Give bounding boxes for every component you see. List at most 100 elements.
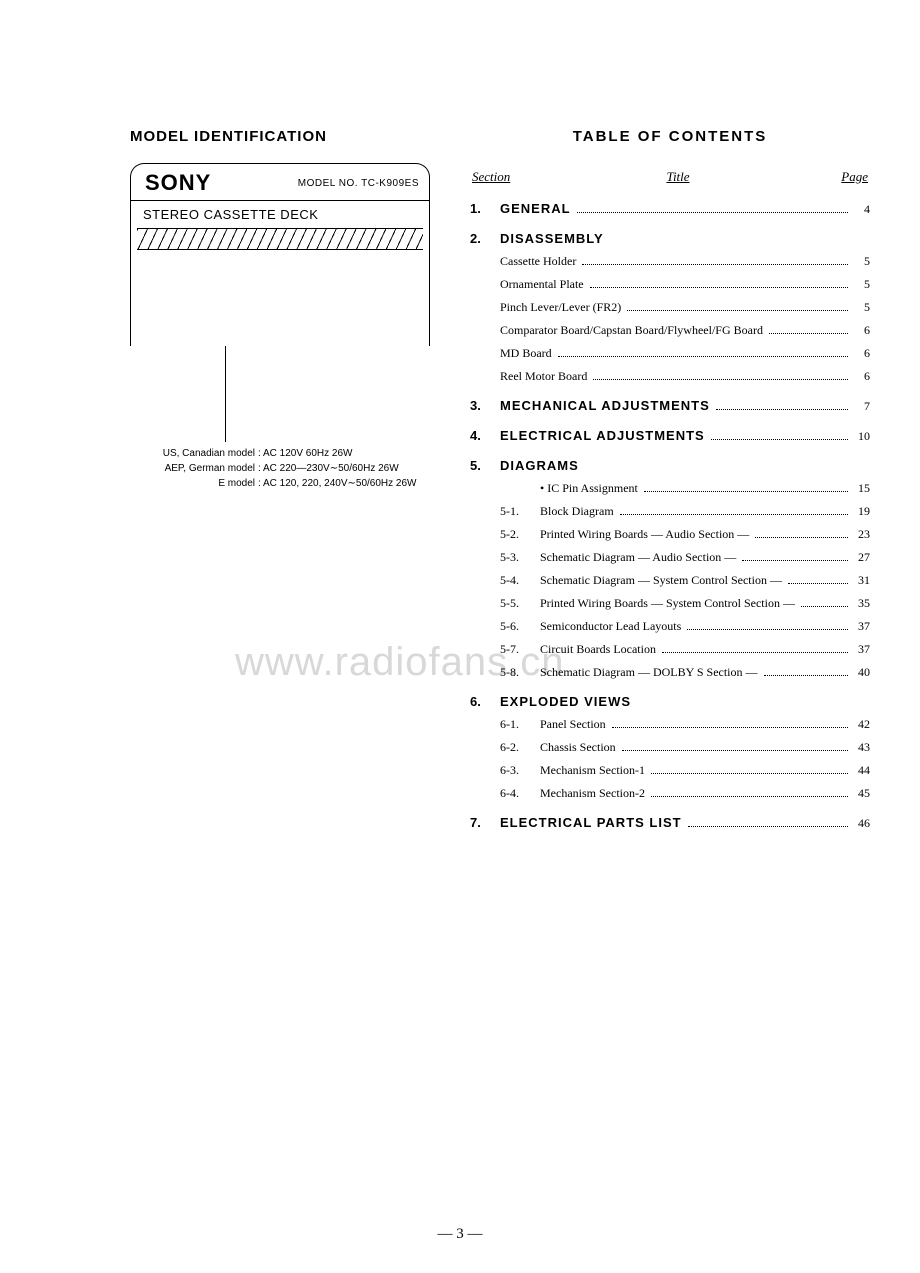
toc-body: 1.GENERAL42.DISASSEMBLYCassette Holder5O… xyxy=(470,201,870,831)
item-page: 44 xyxy=(852,763,870,778)
toc-section-row: 3.MECHANICAL ADJUSTMENTS7 xyxy=(470,398,870,414)
item-subnumber: 6-1. xyxy=(500,717,540,732)
toc-item-row: MD Board6 xyxy=(470,346,870,361)
item-subnumber: 6-4. xyxy=(500,786,540,801)
dot-leader xyxy=(622,750,848,751)
item-title: Mechanism Section-1 xyxy=(540,763,645,778)
toc-item-row: 5-2.Printed Wiring Boards — Audio Sectio… xyxy=(470,527,870,542)
dot-leader xyxy=(662,652,848,653)
section-title: DIAGRAMS xyxy=(500,458,579,473)
item-subnumber: 6-2. xyxy=(500,740,540,755)
hatched-strip xyxy=(137,228,423,250)
dot-leader xyxy=(582,264,848,265)
toc-section-row: 1.GENERAL4 xyxy=(470,201,870,217)
dot-leader xyxy=(644,491,848,492)
item-subnumber: 5-7. xyxy=(500,642,540,657)
section-number: 3. xyxy=(470,398,500,413)
page-number: — 3 — xyxy=(0,1226,920,1243)
toc-item-row: 5-8.Schematic Diagram — DOLBY S Section … xyxy=(470,665,870,680)
item-page: 5 xyxy=(852,300,870,315)
dot-leader xyxy=(716,409,848,410)
item-subnumber: 6-3. xyxy=(500,763,540,778)
toc-item-row: Pinch Lever/Lever (FR2) 5 xyxy=(470,300,870,315)
item-title: Mechanism Section-2 xyxy=(540,786,645,801)
dot-leader xyxy=(593,379,848,380)
section-number: 7. xyxy=(470,815,500,830)
item-page: 23 xyxy=(852,527,870,542)
section-page: 10 xyxy=(852,429,870,444)
dot-leader xyxy=(801,606,848,607)
item-title: Comparator Board/Capstan Board/Flywheel/… xyxy=(500,323,763,338)
section-number: 6. xyxy=(470,694,500,709)
model-specs: US, Canadian model: AC 120V 60Hz 26WAEP,… xyxy=(138,446,416,491)
sony-logo: SONY xyxy=(145,170,211,196)
section-page: 4 xyxy=(852,202,870,217)
section-number: 4. xyxy=(470,428,500,443)
toc-header-title: Title xyxy=(528,169,828,185)
item-page: 5 xyxy=(852,277,870,292)
toc-item-row: 5-6.Semiconductor Lead Layouts37 xyxy=(470,619,870,634)
spec-value: : AC 120V 60Hz 26W xyxy=(258,446,353,461)
dot-leader xyxy=(651,796,848,797)
spec-value: : AC 120, 220, 240V∼50/60Hz 26W xyxy=(258,476,416,491)
item-page: 43 xyxy=(852,740,870,755)
item-page: 6 xyxy=(852,369,870,384)
toc-section-row: 4.ELECTRICAL ADJUSTMENTS 10 xyxy=(470,428,870,444)
item-title: Printed Wiring Boards — Audio Section — xyxy=(540,527,749,542)
dot-leader xyxy=(627,310,848,311)
item-page: 31 xyxy=(852,573,870,588)
item-title: Schematic Diagram — System Control Secti… xyxy=(540,573,782,588)
item-subnumber: 5-5. xyxy=(500,596,540,611)
toc-column: TABLE OF CONTENTS Section Title Page 1.G… xyxy=(470,128,870,831)
item-page: 45 xyxy=(852,786,870,801)
dot-leader xyxy=(651,773,848,774)
toc-item-row: Reel Motor Board 6 xyxy=(470,369,870,384)
dot-leader xyxy=(620,514,848,515)
toc-item-row: Cassette Holder5 xyxy=(470,254,870,269)
section-number: 5. xyxy=(470,458,500,473)
dot-leader xyxy=(711,439,848,440)
item-title: Panel Section xyxy=(540,717,606,732)
item-page: 6 xyxy=(852,346,870,361)
item-title: Schematic Diagram — Audio Section — xyxy=(540,550,736,565)
item-page: 35 xyxy=(852,596,870,611)
toc-section-row: 7.ELECTRICAL PARTS LIST46 xyxy=(470,815,870,831)
item-title: Schematic Diagram — DOLBY S Section — xyxy=(540,665,758,680)
toc-section-row: 6.EXPLODED VIEWS xyxy=(470,694,870,709)
item-subnumber: 5-1. xyxy=(500,504,540,519)
dot-leader xyxy=(577,212,848,213)
dot-leader xyxy=(742,560,848,561)
toc-item-row: • IC Pin Assignment15 xyxy=(470,481,870,496)
item-page: 19 xyxy=(852,504,870,519)
dot-leader xyxy=(687,629,848,630)
item-title: Ornamental Plate xyxy=(500,277,584,292)
leader-line xyxy=(225,346,226,442)
item-title: Semiconductor Lead Layouts xyxy=(540,619,681,634)
item-page: 37 xyxy=(852,619,870,634)
model-box: SONY MODEL NO. TC-K909ES STEREO CASSETTE… xyxy=(130,163,430,346)
item-page: 40 xyxy=(852,665,870,680)
spec-value: : AC 220—230V∼50/60Hz 26W xyxy=(258,461,399,476)
page-content: MODEL IDENTIFICATION SONY MODEL NO. TC-K… xyxy=(130,128,870,831)
spec-region: E model xyxy=(138,476,258,491)
item-page: 27 xyxy=(852,550,870,565)
dot-leader xyxy=(764,675,848,676)
model-id-heading: MODEL IDENTIFICATION xyxy=(130,128,430,145)
dot-leader xyxy=(769,333,848,334)
toc-item-row: 5-4.Schematic Diagram — System Control S… xyxy=(470,573,870,588)
toc-section-row: 2.DISASSEMBLY xyxy=(470,231,870,246)
item-title: Reel Motor Board xyxy=(500,369,587,384)
spec-row: US, Canadian model: AC 120V 60Hz 26W xyxy=(138,446,416,461)
toc-item-row: 6-4.Mechanism Section-2 45 xyxy=(470,786,870,801)
toc-header-page: Page xyxy=(828,169,868,185)
model-number-label: MODEL NO. TC-K909ES xyxy=(298,178,419,189)
item-title: Pinch Lever/Lever (FR2) xyxy=(500,300,621,315)
section-title: ELECTRICAL ADJUSTMENTS xyxy=(500,428,705,443)
toc-header-row: Section Title Page xyxy=(470,169,870,187)
toc-heading: TABLE OF CONTENTS xyxy=(470,128,870,145)
toc-item-row: 6-3.Mechanism Section-1 44 xyxy=(470,763,870,778)
section-title: GENERAL xyxy=(500,201,571,216)
section-number: 2. xyxy=(470,231,500,246)
toc-item-row: 6-2.Chassis Section43 xyxy=(470,740,870,755)
toc-item-row: Comparator Board/Capstan Board/Flywheel/… xyxy=(470,323,870,338)
